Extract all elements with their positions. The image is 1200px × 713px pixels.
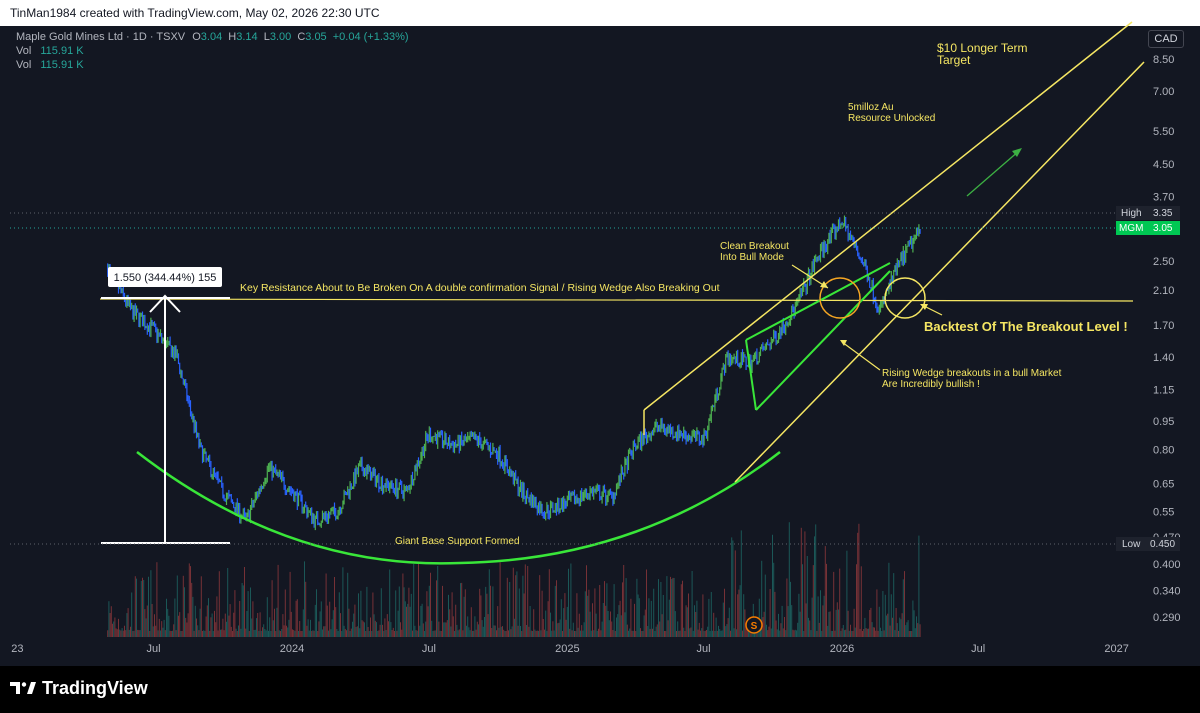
base-support-curve [136, 451, 781, 565]
target-arrowhead [1012, 148, 1022, 157]
wedge-note-text-2: Are Incredibly bullish ! [882, 379, 980, 390]
low-value: 3.00 [269, 31, 292, 43]
volume-value-2: 115.91 K [40, 59, 84, 71]
volume-value-1: 115.91 K [40, 45, 84, 57]
wedge-upper [745, 262, 891, 341]
symbol-legend[interactable]: Maple Gold Mines Ltd · 1D · TSXV O3.04 H… [16, 31, 409, 43]
backtest-text: Backtest Of The Breakout Level ! [924, 319, 1128, 334]
wedge-note-arrowhead [840, 340, 847, 346]
x-tick-label: Jul [971, 643, 985, 655]
currency-button[interactable]: CAD [1148, 30, 1184, 48]
chart-area[interactable] [0, 26, 1200, 666]
close-value: 3.05 [305, 31, 327, 43]
y-tick-label: 2.50 [1153, 256, 1174, 268]
clean-breakout-text-2: Into Bull Mode [720, 252, 784, 263]
high-badge-value: 3.35 [1153, 208, 1173, 219]
tradingview-logo-text: TradingView [42, 677, 148, 698]
credit-text: TinMan1984 created with TradingView.com,… [10, 6, 380, 20]
x-tick-label: Jul [697, 643, 711, 655]
low-badge-label-bg [1116, 537, 1146, 551]
low-label: L [263, 31, 270, 43]
tradingview-logo-icon [10, 682, 36, 694]
y-tick-label: 0.290 [1153, 612, 1181, 624]
target-text-1: $10 Longer Term [937, 41, 1028, 55]
channel-upper [643, 21, 1133, 411]
y-tick-label: 2.10 [1153, 285, 1174, 297]
volume-legend-2[interactable]: Vol 115.91 K [16, 59, 84, 71]
wedge-lower [755, 270, 891, 411]
x-tick-label: 2027 [1104, 643, 1128, 655]
event-marker [745, 616, 763, 634]
y-tick-label: 0.340 [1153, 586, 1181, 598]
resistance-line [99, 298, 1134, 302]
x-tick-label: 2024 [280, 643, 304, 655]
ticker-badge-label: MGM [1119, 223, 1143, 234]
symbol-name: Maple Gold Mines Ltd · 1D · TSXV [16, 31, 186, 43]
target-text-2: Target [937, 53, 971, 67]
base-text: Giant Base Support Formed [395, 536, 520, 547]
measure-label: 1.550 (344.44%) 155 [114, 272, 217, 284]
resource-text-1: 5milloz Au [848, 102, 894, 113]
high-badge-label: High [1121, 208, 1142, 219]
open-value: 3.04 [200, 31, 223, 43]
high-badge-label-bg [1116, 206, 1146, 220]
resource-text-2: Resource Unlocked [848, 113, 935, 124]
wedge-base [745, 339, 757, 411]
breakout-circle [819, 277, 861, 319]
channel-lower [734, 61, 1145, 483]
low-badge-label: Low [1122, 539, 1141, 550]
ticker-badge-value-bg [1146, 221, 1180, 235]
clean-breakout-arrowhead [820, 281, 828, 288]
volume-legend-1[interactable]: Vol 115.91 K [16, 45, 84, 57]
y-tick-label: 8.50 [1153, 54, 1174, 66]
y-tick-label: 0.95 [1153, 416, 1174, 428]
volume-bars [107, 522, 921, 637]
y-tick-label: 0.55 [1153, 506, 1174, 518]
axes: 8.50 7.00 5.50 4.50 3.70 2.50 2.10 1.70 1.40 1.15… [11, 54, 1180, 655]
y-tick-label: 5.50 [1153, 126, 1174, 138]
y-tick-label: 7.00 [1153, 86, 1174, 98]
x-tick-label: Jul [147, 643, 161, 655]
high-badge-value-bg [1146, 206, 1180, 220]
ticker-badge-label-bg [1116, 221, 1146, 235]
x-tick-label: Jul [422, 643, 436, 655]
open-label: O [192, 31, 201, 43]
wedge-note-text-1: Rising Wedge breakouts in a bull Market [882, 368, 1062, 379]
close-label: C [297, 31, 306, 43]
y-tick-label: 4.50 [1153, 159, 1174, 171]
volume-label-1: Vol [16, 45, 32, 57]
credit-bar: TinMan1984 created with TradingView.com,… [0, 0, 1200, 26]
measure-arrowhead [149, 294, 181, 313]
wedge-note-arrow [841, 341, 881, 371]
y-tick-label: 1.15 [1153, 384, 1174, 396]
measure-label-box [108, 267, 222, 287]
backtest-circle [884, 277, 926, 319]
y-tick-label: 3.70 [1153, 191, 1174, 203]
price-bars [107, 215, 921, 531]
ticker-badge-value: 3.05 [1153, 223, 1173, 234]
x-tick-label: 23 [11, 643, 23, 655]
clean-breakout-text-1: Clean Breakout [720, 241, 789, 252]
backtest-arrowhead [920, 304, 928, 310]
y-tick-label: 0.65 [1153, 479, 1174, 491]
tradingview-logo[interactable]: TradingView [10, 677, 148, 699]
y-tick-label: 1.40 [1153, 352, 1174, 364]
high-label: H [228, 31, 237, 43]
low-badge-value: 0.450 [1150, 539, 1175, 550]
x-tick-label: 2025 [555, 643, 579, 655]
change-value: +0.04 (+1.33%) [332, 31, 409, 43]
high-value: 3.14 [236, 31, 258, 43]
footer [0, 666, 1200, 713]
y-tick-label: 1.70 [1153, 320, 1174, 332]
target-arrow [966, 149, 1021, 197]
low-badge-value-bg [1146, 537, 1180, 551]
key-resistance-text: Key Resistance About to Be Broken On A d… [240, 282, 720, 294]
event-marker-label: S [751, 621, 758, 632]
y-tick-label: 0.80 [1153, 444, 1174, 456]
volume-label-2: Vol [16, 59, 32, 71]
x-tick-label: 2026 [830, 643, 854, 655]
y-tick-label: 0.400 [1153, 559, 1181, 571]
